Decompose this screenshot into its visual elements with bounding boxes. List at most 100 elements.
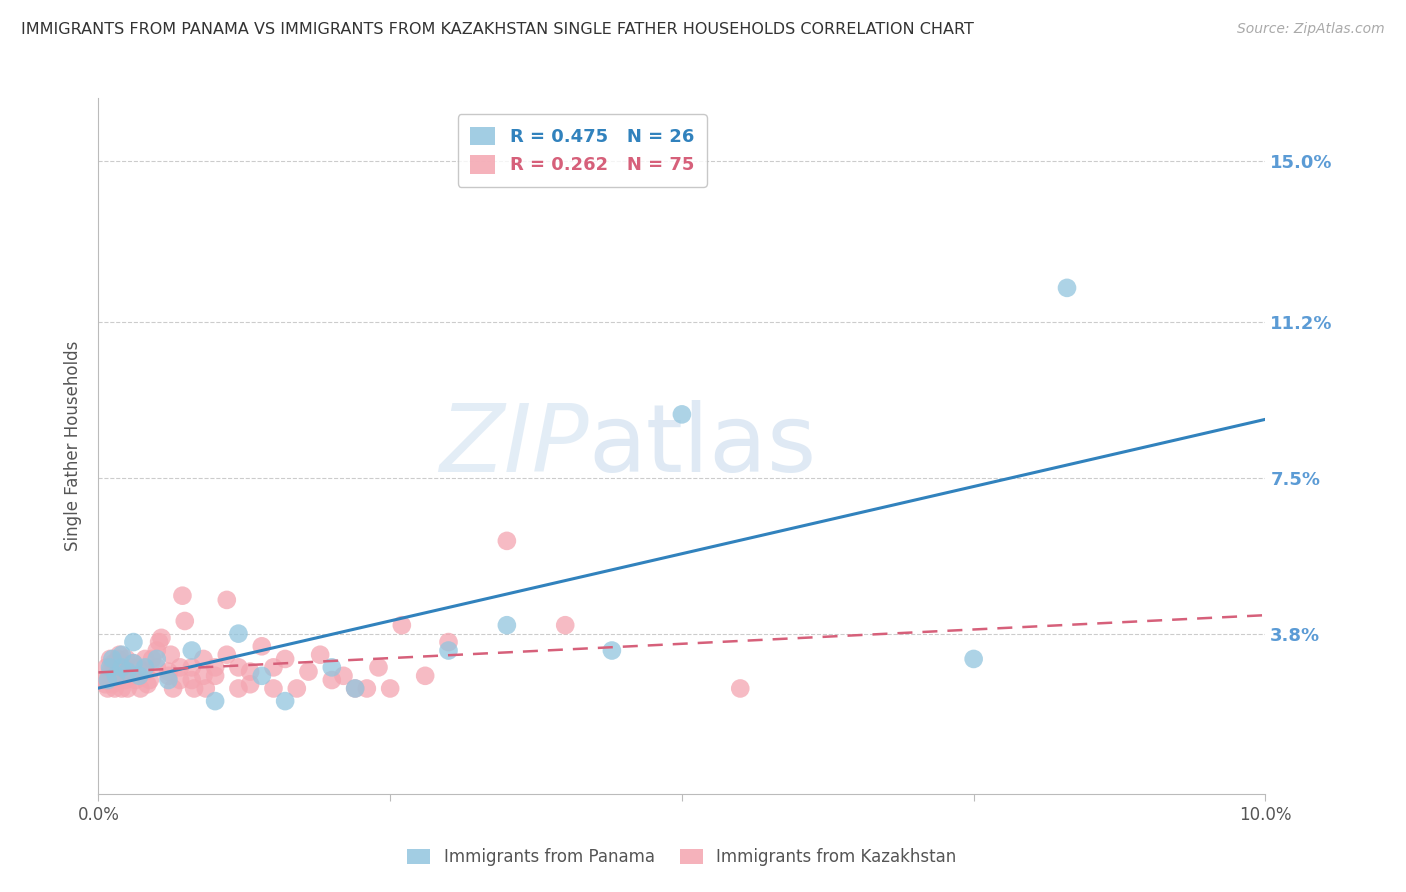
- Point: [204, 660, 226, 674]
- Text: ZIP: ZIP: [439, 401, 589, 491]
- Point: [128, 669, 150, 683]
- Point: [309, 648, 332, 662]
- Point: [122, 656, 145, 670]
- Point: [391, 618, 413, 632]
- Point: [239, 677, 262, 691]
- Point: [129, 681, 152, 696]
- Point: [321, 660, 343, 674]
- Point: [114, 673, 136, 687]
- Point: [103, 656, 125, 670]
- Point: [332, 669, 354, 683]
- Point: [105, 673, 128, 687]
- Point: [194, 681, 217, 696]
- Point: [321, 673, 343, 687]
- Point: [204, 669, 226, 683]
- Point: [180, 660, 202, 674]
- Point: [157, 673, 180, 687]
- Point: [172, 589, 194, 603]
- Point: [146, 643, 169, 657]
- Point: [111, 681, 134, 696]
- Point: [122, 656, 145, 670]
- Point: [495, 618, 517, 632]
- Point: [297, 665, 319, 679]
- Point: [157, 665, 180, 679]
- Point: [600, 643, 623, 657]
- Point: [183, 681, 205, 696]
- Point: [97, 681, 120, 696]
- Point: [94, 677, 117, 691]
- Point: [162, 681, 184, 696]
- Text: IMMIGRANTS FROM PANAMA VS IMMIGRANTS FROM KAZAKHSTAN SINGLE FATHER HOUSEHOLDS CO: IMMIGRANTS FROM PANAMA VS IMMIGRANTS FRO…: [21, 22, 974, 37]
- Point: [437, 635, 460, 649]
- Point: [104, 669, 127, 683]
- Point: [96, 660, 118, 674]
- Point: [728, 681, 751, 696]
- Point: [356, 681, 378, 696]
- Point: [344, 681, 367, 696]
- Point: [98, 652, 121, 666]
- Point: [215, 648, 238, 662]
- Point: [159, 648, 181, 662]
- Point: [108, 648, 131, 662]
- Point: [554, 618, 576, 632]
- Point: [250, 640, 273, 654]
- Point: [104, 681, 127, 696]
- Point: [101, 652, 124, 666]
- Point: [413, 669, 436, 683]
- Point: [262, 681, 284, 696]
- Point: [215, 593, 238, 607]
- Point: [117, 665, 139, 679]
- Point: [112, 660, 135, 674]
- Point: [98, 665, 121, 679]
- Point: [139, 673, 162, 687]
- Point: [122, 635, 145, 649]
- Point: [228, 626, 250, 640]
- Point: [115, 652, 138, 666]
- Point: [111, 660, 134, 674]
- Point: [93, 673, 115, 687]
- Point: [125, 673, 148, 687]
- Point: [146, 660, 169, 674]
- Point: [111, 669, 134, 683]
- Point: [98, 660, 121, 674]
- Point: [262, 660, 284, 674]
- Point: [148, 635, 170, 649]
- Point: [141, 652, 163, 666]
- Point: [173, 614, 195, 628]
- Point: [367, 660, 389, 674]
- Point: [180, 673, 202, 687]
- Point: [344, 681, 367, 696]
- Point: [127, 660, 149, 674]
- Point: [285, 681, 308, 696]
- Point: [169, 673, 191, 687]
- Point: [180, 643, 202, 657]
- Point: [136, 677, 159, 691]
- Point: [157, 669, 180, 683]
- Point: [134, 652, 156, 666]
- Point: [671, 408, 693, 422]
- Point: [150, 631, 173, 645]
- Point: [193, 669, 215, 683]
- Point: [107, 652, 129, 666]
- Point: [239, 665, 262, 679]
- Point: [274, 694, 297, 708]
- Point: [134, 660, 156, 674]
- Point: [250, 669, 273, 683]
- Point: [101, 677, 124, 691]
- Point: [495, 533, 517, 548]
- Point: [97, 669, 120, 683]
- Point: [117, 681, 139, 696]
- Point: [962, 652, 984, 666]
- Point: [111, 648, 134, 662]
- Point: [97, 673, 120, 687]
- Point: [378, 681, 402, 696]
- Point: [204, 694, 226, 708]
- Point: [228, 681, 250, 696]
- Point: [193, 652, 215, 666]
- Point: [228, 660, 250, 674]
- Point: [274, 652, 297, 666]
- Point: [169, 660, 191, 674]
- Y-axis label: Single Father Households: Single Father Households: [65, 341, 83, 551]
- Legend: Immigrants from Panama, Immigrants from Kazakhstan: Immigrants from Panama, Immigrants from …: [396, 838, 967, 876]
- Point: [146, 652, 169, 666]
